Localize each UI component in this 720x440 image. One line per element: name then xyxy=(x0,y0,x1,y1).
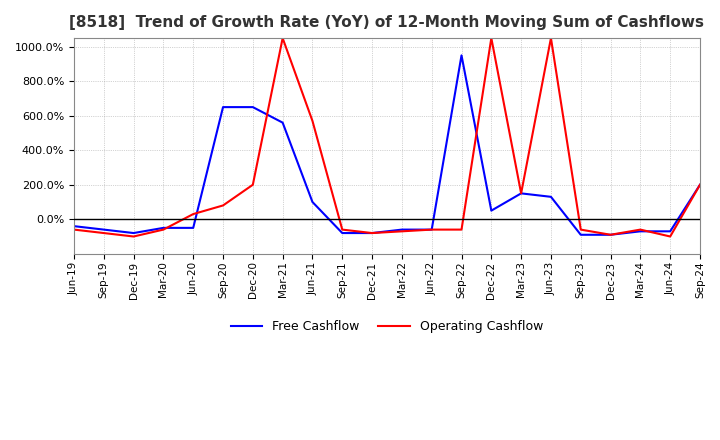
Operating Cashflow xyxy=(279,36,287,41)
Free Cashflow xyxy=(577,232,585,238)
Operating Cashflow xyxy=(189,212,197,217)
Title: [8518]  Trend of Growth Rate (YoY) of 12-Month Moving Sum of Cashflows: [8518] Trend of Growth Rate (YoY) of 12-… xyxy=(70,15,704,30)
Free Cashflow xyxy=(397,227,406,232)
Operating Cashflow xyxy=(368,231,377,236)
Line: Free Cashflow: Free Cashflow xyxy=(74,55,700,235)
Free Cashflow xyxy=(219,104,228,110)
Operating Cashflow xyxy=(219,203,228,208)
Operating Cashflow xyxy=(606,232,615,238)
Free Cashflow xyxy=(428,227,436,232)
Free Cashflow xyxy=(159,225,168,231)
Operating Cashflow xyxy=(338,227,346,232)
Operating Cashflow xyxy=(397,229,406,234)
Free Cashflow xyxy=(99,227,108,232)
Free Cashflow xyxy=(606,232,615,238)
Free Cashflow xyxy=(70,224,78,229)
Free Cashflow xyxy=(517,191,526,196)
Operating Cashflow xyxy=(159,227,168,232)
Operating Cashflow xyxy=(546,36,555,41)
Free Cashflow xyxy=(279,120,287,125)
Operating Cashflow xyxy=(308,118,317,124)
Free Cashflow xyxy=(457,53,466,58)
Operating Cashflow xyxy=(428,227,436,232)
Operating Cashflow xyxy=(696,182,704,187)
Free Cashflow xyxy=(696,182,704,187)
Free Cashflow xyxy=(308,199,317,205)
Free Cashflow xyxy=(487,208,495,213)
Free Cashflow xyxy=(130,231,138,236)
Line: Operating Cashflow: Operating Cashflow xyxy=(74,38,700,237)
Free Cashflow xyxy=(546,194,555,199)
Legend: Free Cashflow, Operating Cashflow: Free Cashflow, Operating Cashflow xyxy=(226,315,548,338)
Operating Cashflow xyxy=(70,227,78,232)
Operating Cashflow xyxy=(577,227,585,232)
Operating Cashflow xyxy=(487,36,495,41)
Free Cashflow xyxy=(248,104,257,110)
Free Cashflow xyxy=(666,229,675,234)
Free Cashflow xyxy=(636,229,644,234)
Operating Cashflow xyxy=(457,227,466,232)
Operating Cashflow xyxy=(248,182,257,187)
Free Cashflow xyxy=(189,225,197,231)
Operating Cashflow xyxy=(636,227,644,232)
Operating Cashflow xyxy=(666,234,675,239)
Operating Cashflow xyxy=(99,231,108,236)
Operating Cashflow xyxy=(517,191,526,196)
Free Cashflow xyxy=(368,231,377,236)
Operating Cashflow xyxy=(130,234,138,239)
Free Cashflow xyxy=(338,231,346,236)
